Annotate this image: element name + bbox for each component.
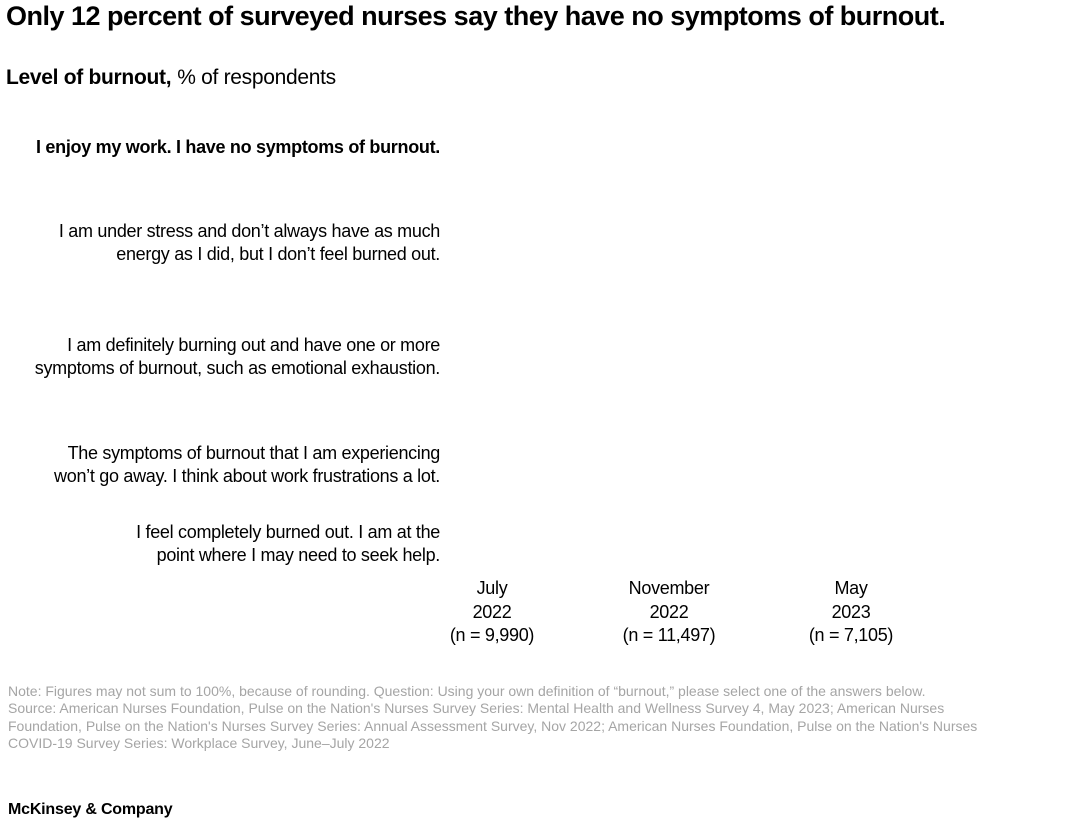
column-header-july-2022: July 2022 (n = 9,990) [449,578,535,645]
note-text: Note: Figures may not sum to 100%, becau… [8,683,926,699]
row-label-under-stress: I am under stress and don’t always have … [58,221,440,264]
footnotes-block: Note: Figures may not sum to 100%, becau… [8,683,1068,753]
row-label-symptoms-wont-go-away: The symptoms of burnout that I am experi… [54,443,440,486]
chart-plot-area [450,120,1070,570]
mckinsey-brand-text: McKinsey & Company [8,801,173,818]
column-header-november-2022: November 2022 (n = 11,497) [622,578,716,645]
row-label-definitely-burning-out: I am definitely burning out and have one… [34,335,441,378]
chart-subtitle-unit: % of respondents [177,66,336,89]
source-text: Source: American Nurses Foundation, Puls… [8,700,978,752]
chart-subtitle: Level of burnout,% of respondents [6,66,336,90]
exhibit-title: Only 12 percent of surveyed nurses say t… [6,1,946,31]
row-label-no-symptoms: I enjoy my work. I have no symptoms of b… [36,137,440,157]
row-label-completely-burned-out: I feel completely burned out. I am at th… [136,522,440,565]
column-header-may-2023: May 2023 (n = 7,105) [808,578,894,645]
chart-subtitle-label: Level of burnout, [6,66,172,89]
